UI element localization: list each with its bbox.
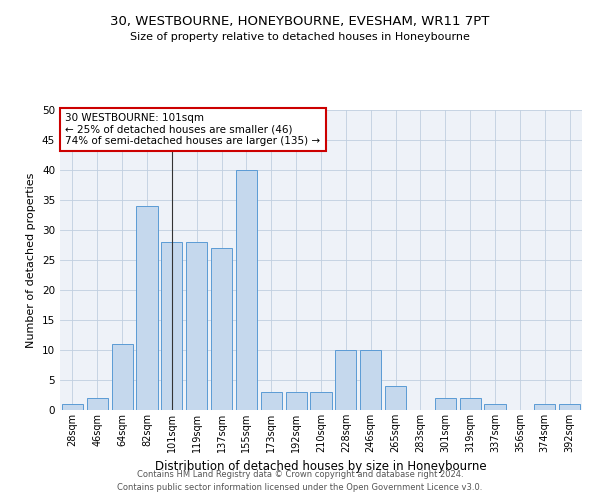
Text: 30, WESTBOURNE, HONEYBOURNE, EVESHAM, WR11 7PT: 30, WESTBOURNE, HONEYBOURNE, EVESHAM, WR… xyxy=(110,15,490,28)
Text: Size of property relative to detached houses in Honeybourne: Size of property relative to detached ho… xyxy=(130,32,470,42)
Bar xyxy=(435,398,456,410)
Bar xyxy=(112,344,133,410)
Bar xyxy=(385,386,406,410)
Bar xyxy=(87,398,108,410)
Bar xyxy=(161,242,182,410)
Bar xyxy=(211,248,232,410)
Bar xyxy=(186,242,207,410)
Y-axis label: Number of detached properties: Number of detached properties xyxy=(26,172,37,348)
X-axis label: Distribution of detached houses by size in Honeybourne: Distribution of detached houses by size … xyxy=(155,460,487,473)
Bar xyxy=(236,170,257,410)
Text: Contains public sector information licensed under the Open Government Licence v3: Contains public sector information licen… xyxy=(118,483,482,492)
Bar xyxy=(484,404,506,410)
Bar xyxy=(261,392,282,410)
Bar xyxy=(360,350,381,410)
Bar xyxy=(136,206,158,410)
Bar xyxy=(62,404,83,410)
Bar xyxy=(335,350,356,410)
Bar xyxy=(310,392,332,410)
Bar xyxy=(534,404,555,410)
Bar xyxy=(286,392,307,410)
Text: 30 WESTBOURNE: 101sqm
← 25% of detached houses are smaller (46)
74% of semi-deta: 30 WESTBOURNE: 101sqm ← 25% of detached … xyxy=(65,113,320,146)
Bar xyxy=(460,398,481,410)
Text: Contains HM Land Registry data © Crown copyright and database right 2024.: Contains HM Land Registry data © Crown c… xyxy=(137,470,463,479)
Bar xyxy=(559,404,580,410)
